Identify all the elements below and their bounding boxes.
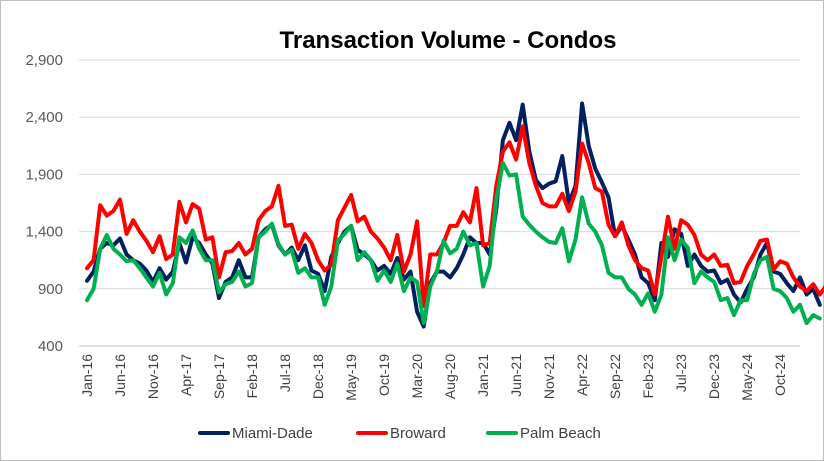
x-tick-label: Mar-20 — [409, 354, 425, 399]
y-tick-label: 2,900 — [25, 52, 63, 69]
x-tick-label: Nov-16 — [145, 354, 161, 399]
series-lines — [85, 101, 824, 329]
x-tick-label: May-24 — [739, 354, 755, 401]
x-tick-label: Aug-20 — [442, 354, 458, 399]
x-tick-label: Sep-22 — [607, 354, 623, 399]
y-axis-ticks: 400 900 1,400 1,900 2,400 2,900 — [25, 52, 63, 355]
y-tick-label: 900 — [38, 281, 63, 298]
x-tick-label: Nov-21 — [541, 354, 557, 399]
x-tick-label: Dec-23 — [706, 354, 722, 399]
x-tick-label: Apr-17 — [178, 354, 194, 396]
y-tick-label: 2,400 — [25, 109, 63, 126]
x-tick-label: Jan-16 — [79, 354, 95, 397]
x-tick-label: Oct-24 — [772, 354, 788, 396]
x-tick-label: Jun-21 — [508, 354, 524, 397]
chart-title: Transaction Volume - Condos — [280, 27, 617, 54]
x-tick-label: Oct-19 — [376, 354, 392, 396]
series-line-broward — [85, 124, 824, 308]
x-tick-label: Jan-21 — [475, 354, 491, 397]
y-tick-label: 1,400 — [25, 224, 63, 241]
x-tick-label: Jul-18 — [277, 354, 293, 392]
y-tick-label: 1,900 — [25, 166, 63, 183]
x-tick-label: Jun-16 — [112, 354, 128, 397]
y-tick-label: 400 — [38, 338, 63, 355]
x-tick-label: Jul-23 — [673, 354, 689, 392]
x-tick-label: May-19 — [343, 354, 359, 401]
x-tick-label: Dec-18 — [310, 354, 326, 399]
x-tick-label: Apr-22 — [574, 354, 590, 396]
legend-label: Broward — [390, 425, 446, 442]
x-tick-label: Sep-17 — [211, 354, 227, 399]
x-axis-ticks: Jan-16 Jun-16 Nov-16 Apr-17 Sep-17 Feb-18 Jul-… — [79, 354, 788, 401]
legend-label: Palm Beach — [520, 425, 601, 442]
x-tick-label: Feb-18 — [244, 354, 260, 399]
x-tick-label: Feb-23 — [640, 354, 656, 399]
legend-label: Miami-Dade — [232, 425, 313, 442]
series-line-palm-beach — [85, 161, 822, 326]
legend: Miami-Dade Broward Palm Beach — [198, 425, 601, 442]
